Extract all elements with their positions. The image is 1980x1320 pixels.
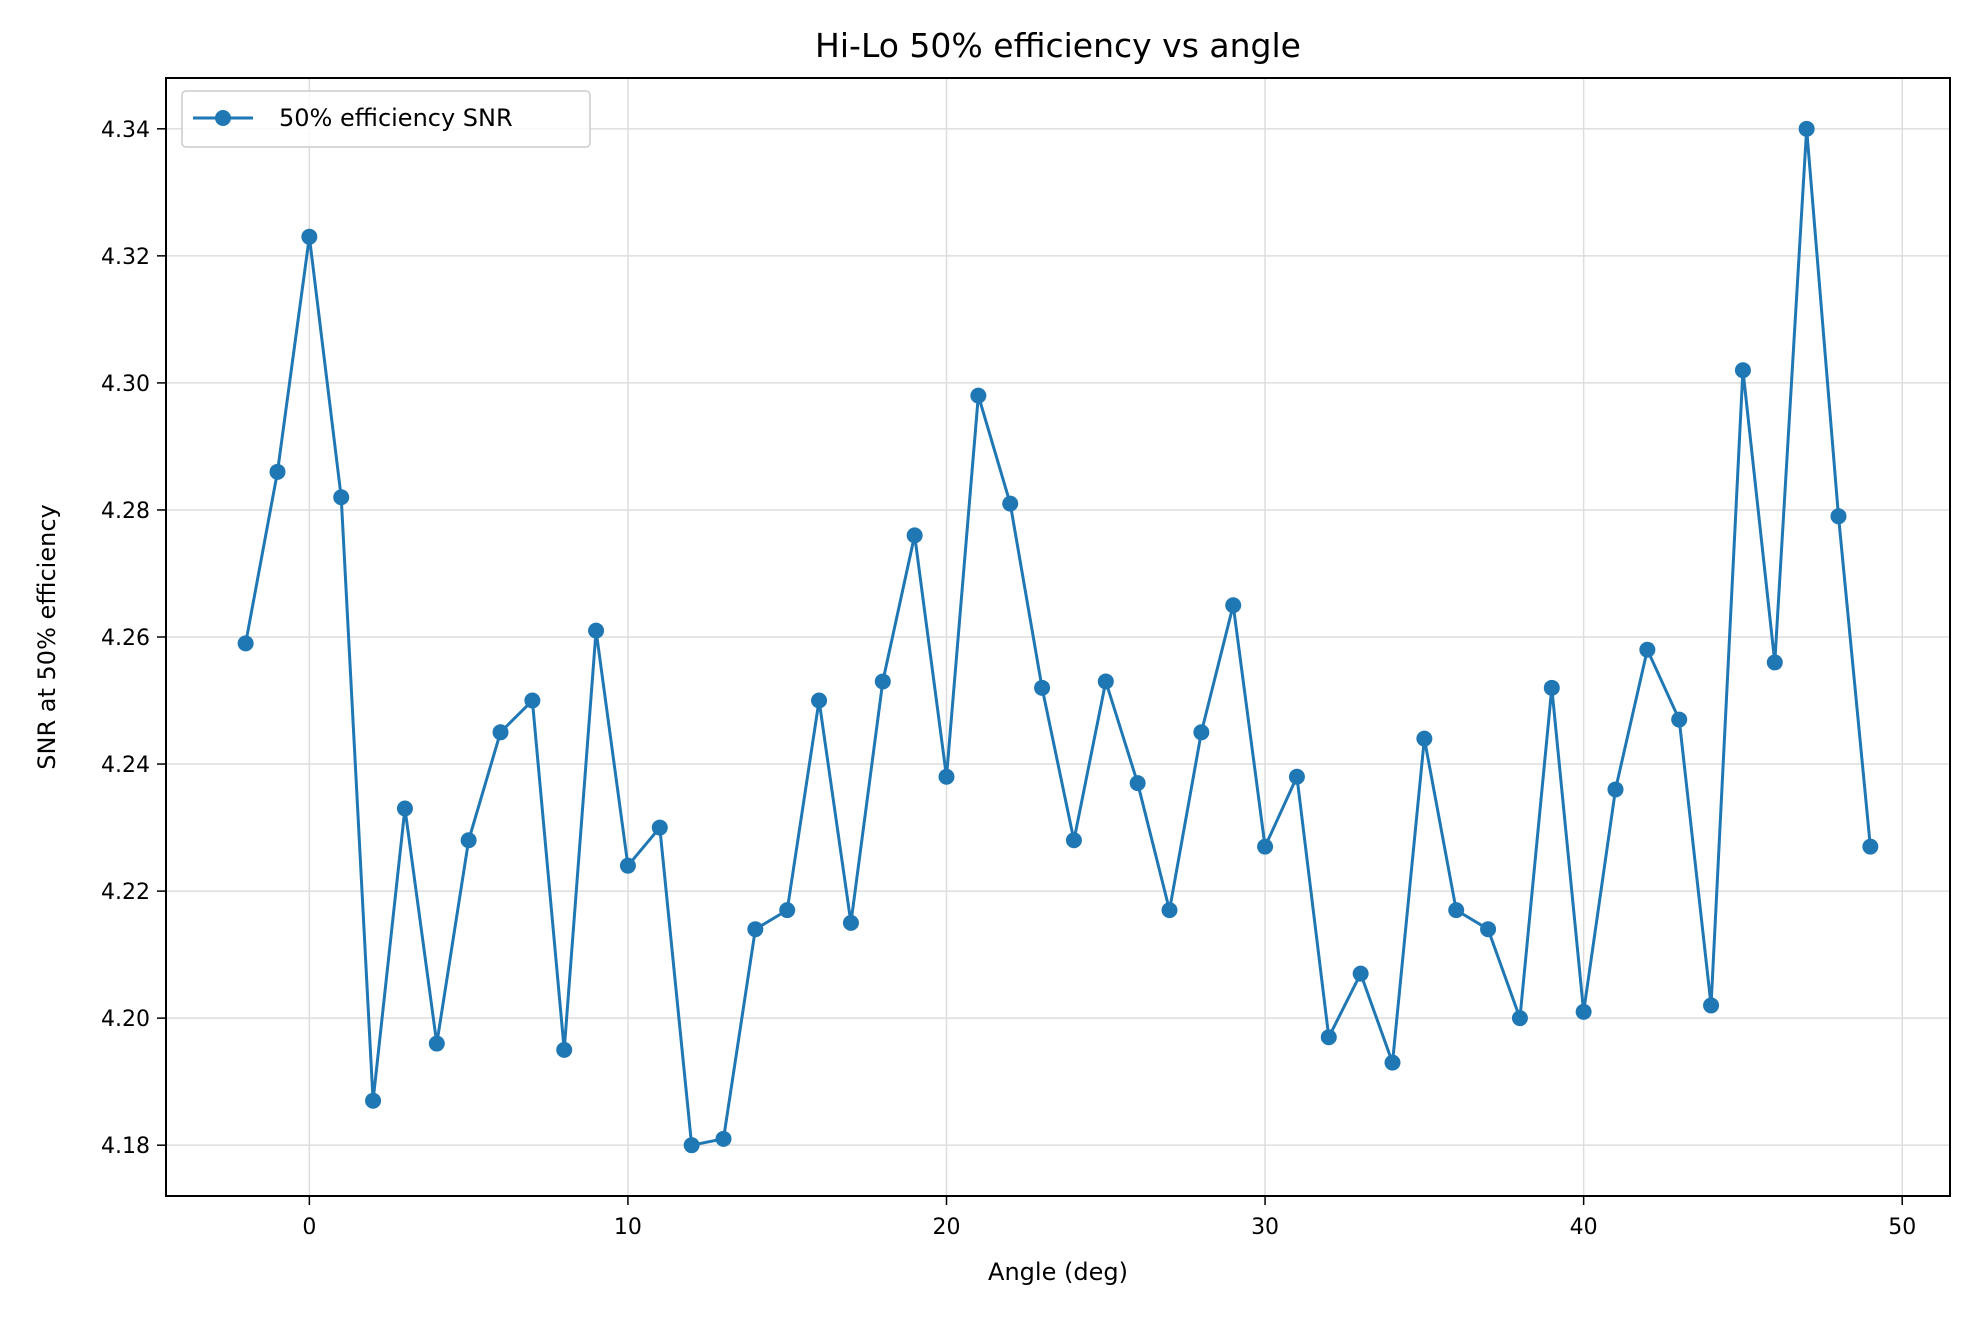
data-point [779,902,796,919]
data-point [683,1137,700,1154]
data-point [1448,902,1465,919]
data-point [811,692,828,709]
y-axis-label: SNR at 50% efficiency [33,504,61,769]
data-point [333,489,350,506]
data-point [747,921,764,938]
y-tick-label: 4.22 [101,880,150,905]
axis-ticks: 0 10 20 30 40 50 4.18 4.20 4.22 4.24 4.26 4.28 4.30 4… [101,118,1916,1240]
data-point [1830,508,1847,525]
data-point [1639,641,1656,658]
x-tick-label: 0 [302,1215,316,1240]
data-point [715,1130,732,1147]
data-point [556,1041,573,1058]
data-point [842,914,859,931]
series-line [244,127,1872,1147]
data-point [874,673,891,690]
y-tick-label: 4.24 [101,753,150,778]
data-point [492,724,509,741]
data-point [1034,679,1051,696]
data-point [1416,730,1433,747]
data-point [619,857,636,874]
data-point [1543,679,1560,696]
data-point [970,387,987,404]
data-point [1097,673,1114,690]
legend-marker-sample [215,110,231,126]
data-point [1671,711,1688,728]
grid [166,78,1950,1196]
y-tick-label: 4.32 [101,245,150,270]
x-axis-label: Angle (deg) [988,1258,1128,1286]
data-point [588,622,605,639]
data-point [1065,832,1082,849]
data-point [1002,495,1019,512]
data-point [1288,768,1305,785]
data-point [524,692,541,709]
x-tick-label: 40 [1570,1215,1598,1240]
y-tick-label: 4.18 [101,1134,150,1159]
data-point [1703,997,1720,1014]
y-tick-label: 4.26 [101,626,150,651]
data-point [1225,597,1242,614]
data-point [396,800,413,817]
x-tick-label: 30 [1251,1215,1279,1240]
data-point [269,463,286,480]
data-point [1352,965,1369,982]
data-point [1384,1054,1401,1071]
data-point [1607,781,1624,798]
x-tick-label: 20 [933,1215,961,1240]
y-tick-label: 4.28 [101,499,150,524]
data-point [1798,120,1815,137]
data-point [651,819,668,836]
data-point [1161,902,1178,919]
x-tick-label: 10 [614,1215,642,1240]
data-point [1257,838,1274,855]
x-tick-label: 50 [1888,1215,1916,1240]
data-point [1575,1003,1592,1020]
data-point [1734,362,1751,379]
legend-box [181,90,591,148]
data-point [365,1092,382,1109]
data-point [938,768,955,785]
data-point [460,832,477,849]
data-point [1320,1029,1337,1046]
data-point [1766,654,1783,671]
y-tick-label: 4.30 [101,372,150,397]
data-point [1511,1010,1528,1027]
legend-label: 50% efficiency SNR [279,104,513,132]
data-point [1129,775,1146,792]
data-point [301,228,318,245]
data-point [1480,921,1497,938]
y-tick-label: 4.34 [101,118,150,143]
chart-title: Hi-Lo 50% efficiency vs angle [815,26,1301,65]
y-tick-label: 4.20 [101,1007,150,1032]
data-point [1193,724,1210,741]
data-point [237,635,254,652]
series-layer [237,120,1879,1154]
data-point [1862,838,1879,855]
legend: 50% efficiency SNR [181,90,591,148]
data-point [428,1035,445,1052]
data-point [906,527,923,544]
